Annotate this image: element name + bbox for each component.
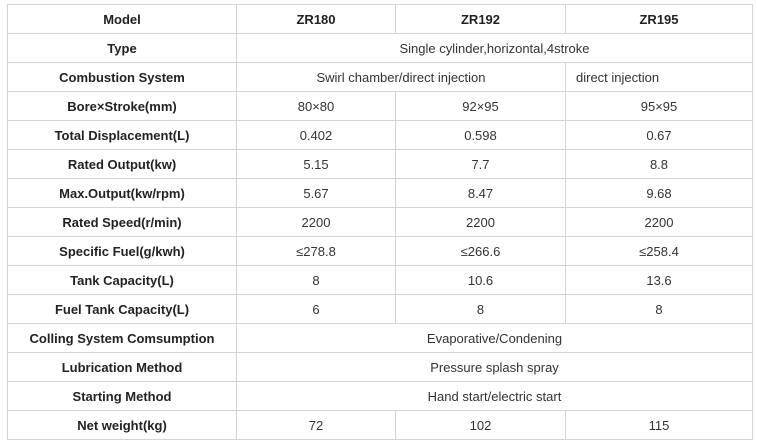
row-label: Net weight(kg) xyxy=(7,410,237,440)
spec-table: Model ZR180 ZR192 ZR195 Type Single cylinder,… xyxy=(7,4,753,440)
cell: 7.7 xyxy=(395,149,566,179)
cell: 5.15 xyxy=(236,149,396,179)
spec-row: Net weight(kg) 72 102 115 xyxy=(7,410,753,440)
cell: 5.67 xyxy=(236,178,396,208)
cell: 92×95 xyxy=(395,91,566,121)
spec-row: Total Displacement(L) 0.402 0.598 0.67 xyxy=(7,120,753,150)
spec-row: Starting Method Hand start/electric start xyxy=(7,381,753,411)
cell: 80×80 xyxy=(236,91,396,121)
spec-row: Bore×Stroke(mm) 80×80 92×95 95×95 xyxy=(7,91,753,121)
row-label: Colling System Comsumption xyxy=(7,323,237,353)
spec-row: Rated Speed(r/min) 2200 2200 2200 xyxy=(7,207,753,237)
cell: 2200 xyxy=(565,207,753,237)
row-label: Starting Method xyxy=(7,381,237,411)
cell: 13.6 xyxy=(565,265,753,295)
header-cell: ZR195 xyxy=(565,4,753,34)
cell: 2200 xyxy=(395,207,566,237)
spec-row: Tank Capacity(L) 8 10.6 13.6 xyxy=(7,265,753,295)
cell: Swirl chamber/direct injection xyxy=(236,62,566,92)
row-label: Combustion System xyxy=(7,62,237,92)
header-cell: Model xyxy=(7,4,237,34)
row-label: Max.Output(kw/rpm) xyxy=(7,178,237,208)
cell: 8.8 xyxy=(565,149,753,179)
row-label: Rated Speed(r/min) xyxy=(7,207,237,237)
cell: 115 xyxy=(565,410,753,440)
cell: 8 xyxy=(236,265,396,295)
row-label: Total Displacement(L) xyxy=(7,120,237,150)
header-cell: ZR192 xyxy=(395,4,566,34)
row-label: Lubrication Method xyxy=(7,352,237,382)
spec-row: Max.Output(kw/rpm) 5.67 8.47 9.68 xyxy=(7,178,753,208)
cell: Single cylinder,horizontal,4stroke xyxy=(236,33,753,63)
row-label: Rated Output(kw) xyxy=(7,149,237,179)
spec-row: Colling System Comsumption Evaporative/Co… xyxy=(7,323,753,353)
cell: 8 xyxy=(565,294,753,324)
row-label: Tank Capacity(L) xyxy=(7,265,237,295)
cell: ≤266.6 xyxy=(395,236,566,266)
cell: Hand start/electric start xyxy=(236,381,753,411)
cell: 0.67 xyxy=(565,120,753,150)
cell: Pressure splash spray xyxy=(236,352,753,382)
cell: 102 xyxy=(395,410,566,440)
spec-row: Rated Output(kw) 5.15 7.7 8.8 xyxy=(7,149,753,179)
cell: 72 xyxy=(236,410,396,440)
cell: 9.68 xyxy=(565,178,753,208)
spec-row: Fuel Tank Capacity(L) 6 8 8 xyxy=(7,294,753,324)
cell: 8 xyxy=(395,294,566,324)
row-label: Specific Fuel(g/kwh) xyxy=(7,236,237,266)
cell: 10.6 xyxy=(395,265,566,295)
row-label: Bore×Stroke(mm) xyxy=(7,91,237,121)
cell: 0.402 xyxy=(236,120,396,150)
cell: ≤278.8 xyxy=(236,236,396,266)
table-body: Model ZR180 ZR192 ZR195 Type Single cylinder,… xyxy=(7,4,753,440)
cell: 6 xyxy=(236,294,396,324)
cell: 8.47 xyxy=(395,178,566,208)
row-label: Type xyxy=(7,33,237,63)
cell: direct injection xyxy=(565,62,753,92)
cell: ≤258.4 xyxy=(565,236,753,266)
spec-row: Type Single cylinder,horizontal,4stroke xyxy=(7,33,753,63)
spec-row: Specific Fuel(g/kwh) ≤278.8 ≤266.6 ≤258.4 xyxy=(7,236,753,266)
spec-row: Combustion System Swirl chamber/direct in… xyxy=(7,62,753,92)
header-cell: ZR180 xyxy=(236,4,396,34)
cell: 95×95 xyxy=(565,91,753,121)
header-row: Model ZR180 ZR192 ZR195 xyxy=(7,4,753,34)
cell: Evaporative/Condening xyxy=(236,323,753,353)
cell: 2200 xyxy=(236,207,396,237)
row-label: Fuel Tank Capacity(L) xyxy=(7,294,237,324)
spec-row: Lubrication Method Pressure splash spray xyxy=(7,352,753,382)
cell: 0.598 xyxy=(395,120,566,150)
